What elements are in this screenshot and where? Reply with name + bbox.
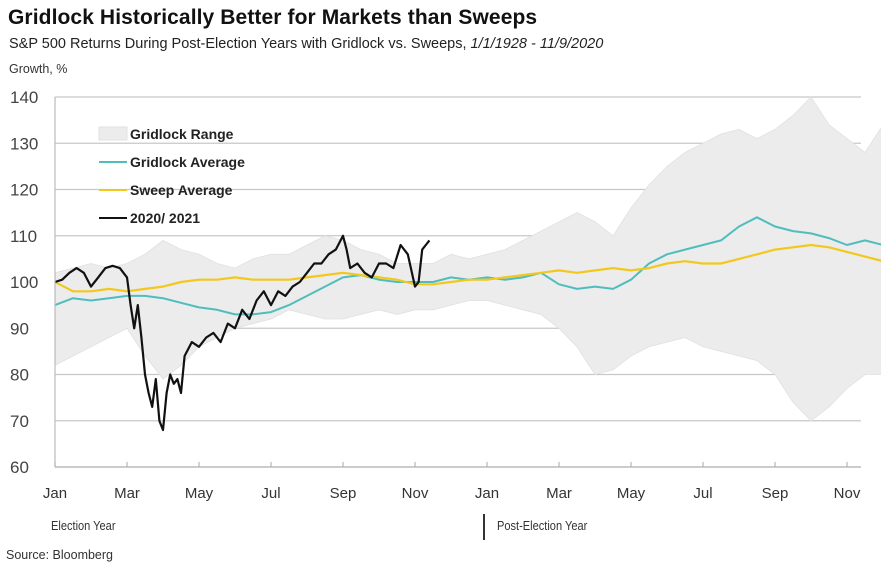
y-tick-label: 80 <box>10 366 29 385</box>
legend-label: Gridlock Range <box>130 126 234 142</box>
x-tick-label: May <box>617 485 646 502</box>
post-election-year-label: Post-Election Year <box>497 518 588 533</box>
x-tick-label: Mar <box>114 485 140 502</box>
y-tick-label: 120 <box>10 181 38 200</box>
legend-swatch-gridlock-range <box>98 126 128 141</box>
y-tick-label: 140 <box>10 88 38 107</box>
chart-title: Gridlock Historically Better for Markets… <box>8 6 538 29</box>
y-tick-label: 70 <box>10 412 29 431</box>
subtitle-date-range: 1/1/1928 - 11/9/2020 <box>470 36 604 52</box>
y-tick-label: 60 <box>10 458 29 477</box>
series-lines <box>54 216 881 432</box>
x-tick-label: Jul <box>261 485 280 502</box>
x-tick-label: Mar <box>546 485 572 502</box>
x-tick-label: Nov <box>402 485 429 502</box>
x-tick-label: Jan <box>475 485 499 502</box>
y-tick-label: 90 <box>10 319 29 338</box>
y-axis-label: Growth, % <box>9 62 68 76</box>
subtitle-main: S&P 500 Returns During Post-Election Yea… <box>9 36 471 52</box>
year-divider <box>483 514 485 540</box>
sweep-average-line <box>54 243 881 293</box>
x-tick-label: Nov <box>834 485 861 502</box>
gridlock-range-area <box>54 96 881 422</box>
y-tick-label: 100 <box>10 273 38 292</box>
gridlock-average-line <box>54 216 881 316</box>
x-tick-label: Sep <box>330 485 357 502</box>
x-tick-label: May <box>185 485 214 502</box>
chart-subtitle: S&P 500 Returns During Post-Election Yea… <box>9 36 603 52</box>
legend-label: Sweep Average <box>130 182 233 198</box>
y-tick-label: 110 <box>10 227 37 246</box>
x-tick-label: Jan <box>43 485 67 502</box>
x-tick-label: Sep <box>762 485 789 502</box>
source-note: Source: Bloomberg <box>6 548 114 562</box>
election-year-label: Election Year <box>51 518 116 533</box>
legend: Gridlock Range Gridlock Average Sweep Aver… <box>98 126 245 226</box>
line-2020-2021 <box>54 234 431 432</box>
axes: 60 70 80 90 100 110 120 130 140 Jan Mar May Jul Sep No… <box>10 88 861 502</box>
legend-label: 2020/ 2021 <box>130 210 200 226</box>
gridlock-range-band <box>54 96 881 422</box>
y-tick-label: 130 <box>10 134 38 153</box>
x-tick-label: Jul <box>693 485 712 502</box>
legend-label: Gridlock Average <box>130 154 245 170</box>
